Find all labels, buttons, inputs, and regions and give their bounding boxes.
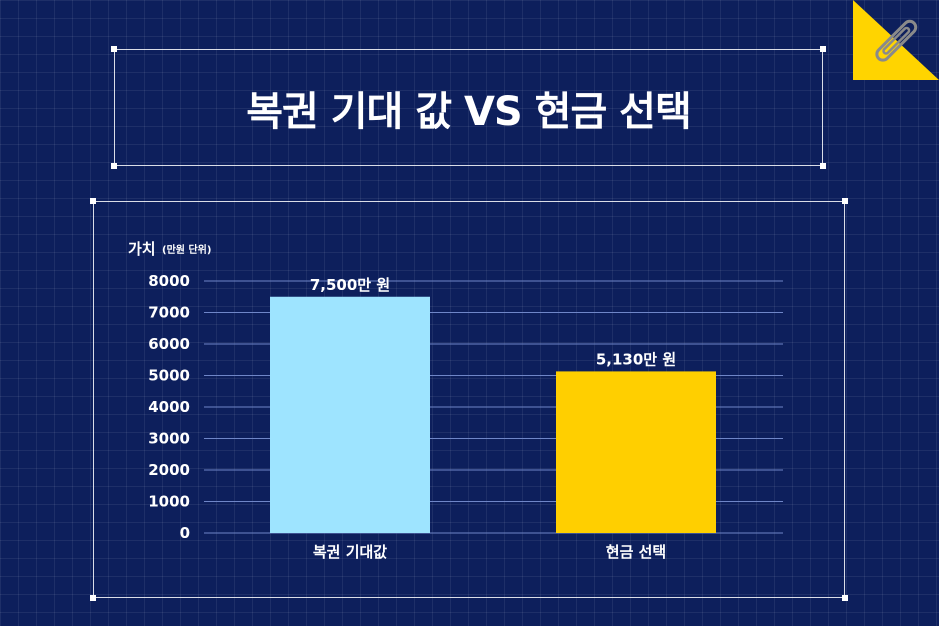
y-axis-title: 가치: [128, 240, 156, 258]
chart-frame-corner: [90, 198, 96, 204]
y-tick-label: 1000: [148, 493, 190, 511]
y-axis-ticks: 0 1000 2000 3000 4000 5000 6000 7000 8000: [148, 272, 190, 542]
title-frame-corner: [111, 163, 117, 169]
title-frame-corner: [111, 46, 117, 52]
y-tick-label: 6000: [148, 335, 190, 353]
bars: [270, 296, 716, 533]
page-title: 복권 기대 값 VS 현금 선택: [246, 88, 692, 135]
y-axis-unit: (만원 단위): [162, 243, 211, 256]
y-tick-label: 3000: [148, 430, 190, 448]
x-axis-categories: 복권 기대값 현금 선택: [313, 543, 666, 561]
paperclip-icon: [875, 19, 918, 62]
y-tick-label: 4000: [148, 398, 190, 416]
chart-frame-corner: [842, 198, 848, 204]
bar-cash-option: [556, 371, 716, 533]
x-category-label: 복권 기대값: [313, 543, 387, 561]
title-frame-corner: [820, 163, 826, 169]
y-tick-label: 2000: [148, 461, 190, 479]
data-label: 7,500만 원: [310, 276, 390, 294]
y-tick-label: 7000: [148, 304, 190, 322]
title-frame-corner: [820, 46, 826, 52]
y-tick-label: 5000: [148, 367, 190, 385]
chart-frame-corner: [90, 595, 96, 601]
bar-lottery-expected-value: [270, 296, 430, 533]
y-tick-label: 8000: [148, 272, 190, 290]
title-frame: 복권 기대 값 VS 현금 선택: [114, 49, 823, 166]
chart-frame: [93, 201, 845, 598]
corner-tab: [853, 0, 939, 80]
x-category-label: 현금 선택: [606, 543, 666, 561]
data-labels: 7,500만 원 5,130만 원: [310, 276, 676, 369]
data-label: 5,130만 원: [596, 350, 676, 368]
chart-frame-corner: [842, 595, 848, 601]
corner-tab-shape: [853, 0, 939, 80]
y-tick-label: 0: [180, 524, 190, 542]
